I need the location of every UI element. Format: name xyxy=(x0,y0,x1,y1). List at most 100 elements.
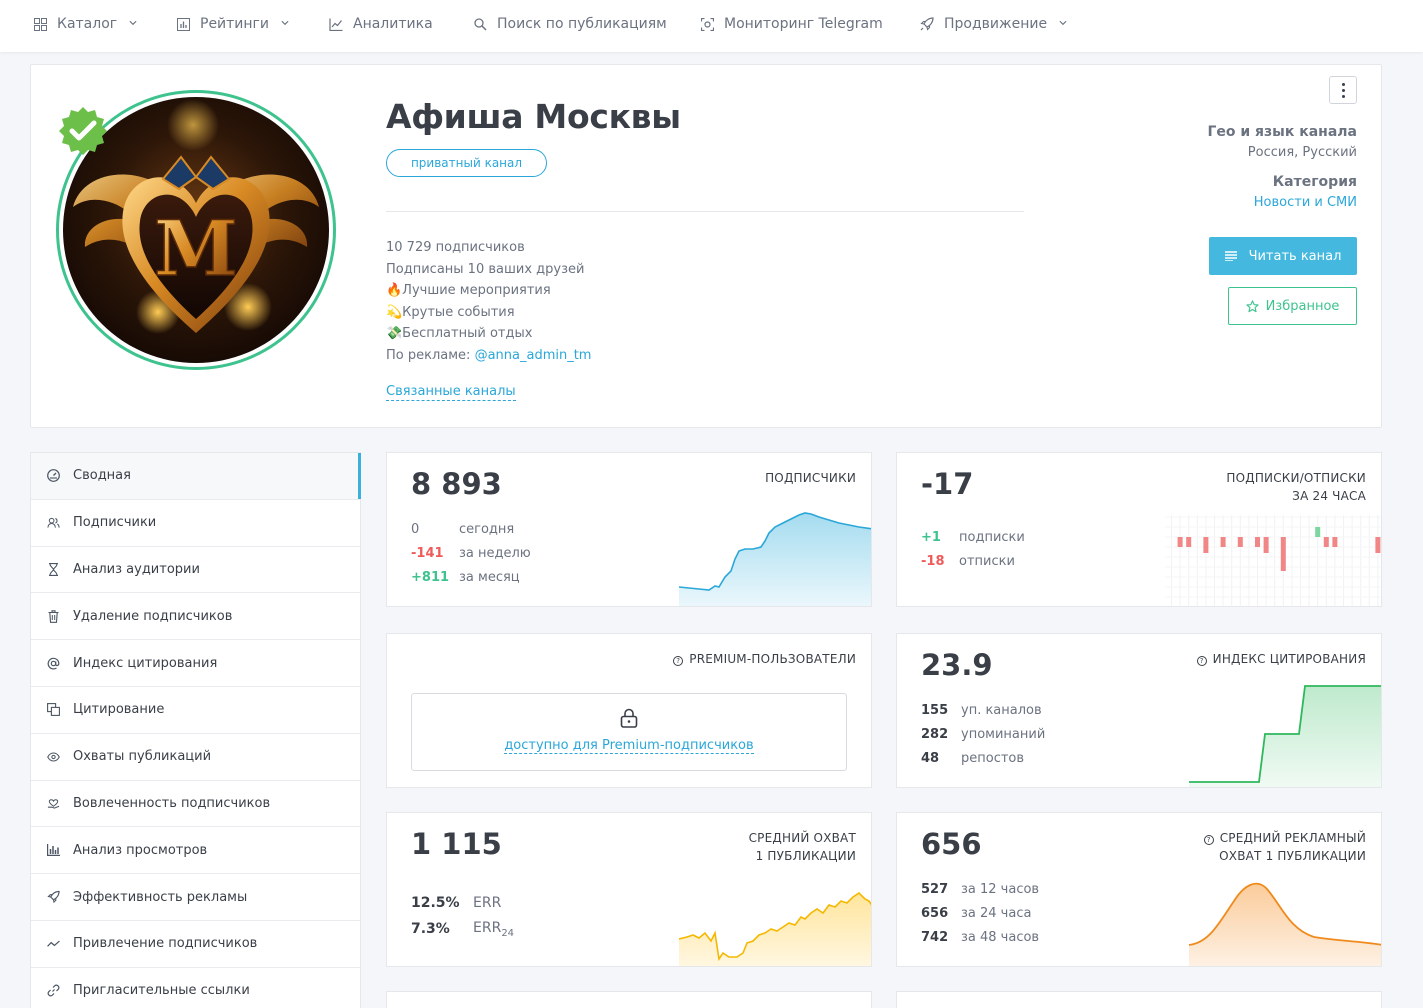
subs-unsubs-title: ПОДПИСКИ/ОТПИСКИ ЗА 24 ЧАСА xyxy=(1226,469,1366,505)
stat-value: 155 xyxy=(921,702,949,718)
sidebar-item-views-analysis[interactable]: Анализ просмотров xyxy=(31,827,360,875)
sidebar-item-citation[interactable]: Цитирование xyxy=(31,687,360,734)
question-icon[interactable]: ? xyxy=(1196,656,1207,666)
nav-promotion[interactable]: Продвижение xyxy=(920,0,1067,48)
nav-ratings[interactable]: Рейтинги xyxy=(176,0,289,48)
err-stats: 12.5% ERR 7.3% ERR24 xyxy=(411,890,514,942)
description-line: 💸Бесплатный отдых xyxy=(386,326,533,342)
stat-row: +811 за месяц xyxy=(411,565,531,589)
sidebar-item-publication-reach[interactable]: Охваты публикаций xyxy=(31,734,360,781)
nav-label: Поиск по публикациям xyxy=(497,16,667,32)
top-navigation: Каталог Рейтинги Аналитика Поиск по публ… xyxy=(0,0,1423,52)
sidebar-item-label: Эффективность рекламы xyxy=(73,889,248,905)
rocket-icon xyxy=(47,890,60,904)
err24-label-text: ERR xyxy=(473,919,502,936)
monitor-icon xyxy=(700,17,714,31)
sidebar-item-subscriber-acquisition[interactable]: Привлечение подписчиков xyxy=(31,921,360,968)
question-icon[interactable]: ? xyxy=(673,656,684,666)
subscribers-stats: 0 сегодня -141 за неделю +811 за месяц xyxy=(411,517,531,589)
nav-catalog[interactable]: Каталог xyxy=(33,0,137,48)
next-card xyxy=(896,991,1382,1008)
sidebar-item-label: Пригласительные ссылки xyxy=(73,983,250,999)
sidebar-item-subscribers[interactable]: Подписчики xyxy=(31,500,360,547)
private-channel-badge[interactable]: приватный канал xyxy=(386,149,547,177)
ad-reach-stats: 527 за 12 часов 656 за 24 часа 742 за 48 ча… xyxy=(921,877,1039,949)
average-reach-card: 1 115 СРЕДНИЙ ОХВАТ 1 ПУБЛИКАЦИИ 12.5% ER… xyxy=(386,812,872,967)
nav-search-publications[interactable]: Поиск по публикациям xyxy=(473,0,667,48)
citation-index-card: 23.9 ? ИНДЕКС ЦИТИРОВАНИЯ 155 уп. каналов … xyxy=(896,633,1382,788)
bar xyxy=(1220,537,1226,547)
average-reach-title-line1: СРЕДНИЙ ОХВАТ xyxy=(748,831,856,845)
err-label: ERR xyxy=(473,895,502,911)
heart-hand-icon xyxy=(47,797,60,810)
stat-row: 742 за 48 часов xyxy=(921,925,1039,949)
bar xyxy=(1255,537,1260,547)
citation-index-title-text: ИНДЕКС ЦИТИРОВАНИЯ xyxy=(1212,652,1366,666)
related-channels-link[interactable]: Связанные каналы xyxy=(386,384,516,401)
average-reach-title: СРЕДНИЙ ОХВАТ 1 ПУБЛИКАЦИИ xyxy=(749,829,856,865)
nav-monitoring-telegram[interactable]: Мониторинг Telegram xyxy=(700,0,883,48)
divider xyxy=(386,211,1024,212)
sidebar-item-ad-efficiency[interactable]: Эффективность рекламы xyxy=(31,874,360,921)
stat-label: репостов xyxy=(961,750,1025,766)
subs-unsubs-value: -17 xyxy=(921,467,974,501)
line-chart-icon xyxy=(329,17,343,31)
link-icon xyxy=(47,984,60,997)
stat-value: 656 xyxy=(921,905,949,921)
subscribers-value: 8 893 xyxy=(411,467,502,501)
eye-icon xyxy=(47,750,60,763)
geo-language: Гео и язык канала Россия, Русский xyxy=(1207,124,1357,160)
sidebar-item-invite-links[interactable]: Пригласительные ссылки xyxy=(31,968,360,1008)
subs-unsubs-barchart xyxy=(1165,515,1381,606)
subs-unsubs-stats: +1 подписки -18 отписки xyxy=(921,525,1025,573)
sidebar-item-subscriber-removal[interactable]: Удаление подписчиков xyxy=(31,593,360,641)
sidebar-item-citation-index[interactable]: Индекс цитирования xyxy=(31,640,360,687)
sidebar-item-audience-analysis[interactable]: Анализ аудитории xyxy=(31,547,360,594)
premium-unlock-link[interactable]: доступно для Premium-подписчиков xyxy=(504,738,754,754)
more-options-button[interactable] xyxy=(1329,76,1357,104)
stat-label: за 48 часов xyxy=(961,929,1040,945)
sidebar-item-summary[interactable]: Сводная xyxy=(31,453,361,500)
stat-value: 0 xyxy=(411,521,420,537)
bar xyxy=(1177,537,1183,547)
bar-chart-icon xyxy=(47,844,60,857)
ad-reach-sparkline xyxy=(1189,882,1381,966)
subscribers-title: ПОДПИСЧИКИ xyxy=(765,471,856,485)
nav-analytics[interactable]: Аналитика xyxy=(329,0,433,48)
sidebar-item-label: Сводная xyxy=(73,468,131,484)
stat-value: 527 xyxy=(921,881,949,897)
category-label: Категория xyxy=(1272,174,1357,190)
question-icon[interactable]: ? xyxy=(1203,835,1214,845)
stat-label: отписки xyxy=(959,553,1015,569)
stat-value: +1 xyxy=(921,529,941,545)
stat-row: 527 за 12 часов xyxy=(921,877,1039,901)
premium-users-title-text: PREMIUM-ПОЛЬЗОВАТЕЛИ xyxy=(689,652,856,666)
read-channel-button[interactable]: Читать канал xyxy=(1209,237,1357,275)
chevron-down-icon xyxy=(281,20,289,28)
bar xyxy=(1332,537,1338,547)
stat-label: упоминаний xyxy=(961,726,1046,742)
lock-icon xyxy=(620,708,638,728)
subscribers-sparkline xyxy=(679,512,871,606)
sidebar-item-label: Привлечение подписчиков xyxy=(73,936,258,952)
channel-avatar-ring: M xyxy=(56,90,336,370)
sidebar-item-label: Охваты публикаций xyxy=(73,749,212,765)
stat-label: уп. каналов xyxy=(961,702,1042,718)
nav-label: Аналитика xyxy=(353,16,433,32)
stat-label: за 24 часа xyxy=(961,905,1032,921)
chevron-down-icon xyxy=(1059,20,1067,28)
category-link[interactable]: Новости и СМИ xyxy=(1253,195,1357,210)
ad-contact-link[interactable]: @anna_admin_tm xyxy=(474,347,592,363)
sidebar-item-label: Индекс цитирования xyxy=(73,655,218,671)
citation-stats: 155 уп. каналов 282 упоминаний 48 репостов xyxy=(921,698,1045,770)
sidebar-item-engagement[interactable]: Вовлеченность подписчиков xyxy=(31,781,360,828)
citation-index-value: 23.9 xyxy=(921,648,993,682)
ad-reach-card: 656 ? СРЕДНИЙ РЕКЛАМНЫЙ ОХВАТ 1 ПУБЛИКАЦИ… xyxy=(896,812,1382,967)
ad-reach-value: 656 xyxy=(921,827,982,861)
geo-value: Россия, Русский xyxy=(1247,145,1357,160)
stat-label: за неделю xyxy=(459,545,531,561)
stat-row: +1 подписки xyxy=(921,525,1025,549)
bar xyxy=(1280,537,1286,571)
favorite-button[interactable]: Избранное xyxy=(1228,287,1357,325)
channel-title: Афиша Москвы xyxy=(386,97,681,136)
